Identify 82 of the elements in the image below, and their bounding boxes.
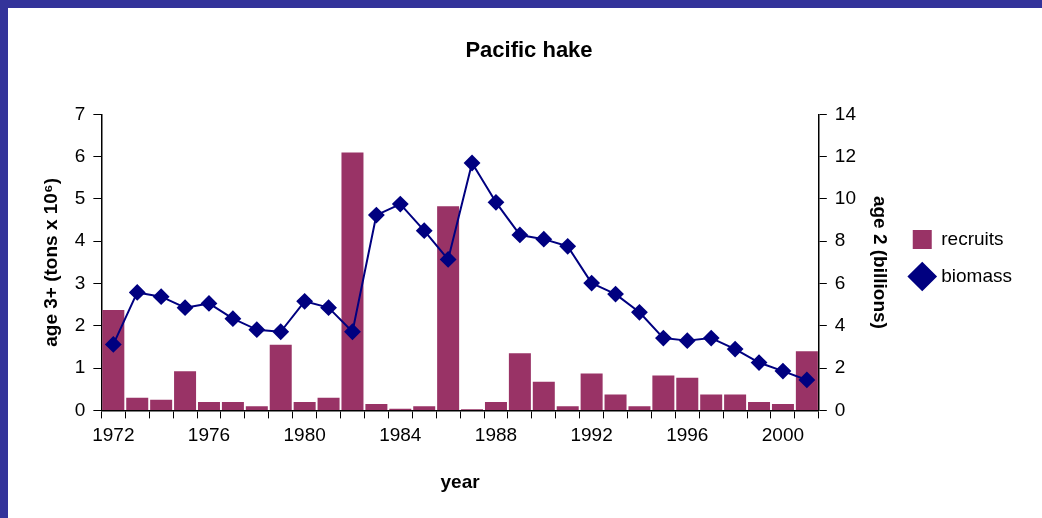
y2-tick-label: 14 (834, 102, 857, 124)
bar (556, 406, 579, 410)
point (631, 304, 648, 321)
point (727, 341, 744, 358)
point (272, 323, 289, 340)
point (320, 299, 337, 316)
point (440, 251, 457, 268)
bar (174, 371, 197, 410)
bar (126, 397, 149, 410)
bar (269, 344, 292, 410)
y-tick-label: 7 (74, 102, 86, 124)
y-axis-title: age 3+ (tons x 10⁶) (39, 178, 61, 347)
y2-tick-label: 4 (834, 314, 846, 336)
point (703, 330, 720, 347)
bar (197, 401, 220, 410)
point (751, 354, 768, 371)
y-tick-label: 3 (74, 271, 86, 293)
point (296, 293, 313, 310)
bar (437, 206, 460, 410)
point (679, 332, 696, 349)
point (607, 286, 624, 303)
y2-tick-label: 10 (834, 187, 856, 209)
bar (150, 399, 173, 410)
bar (724, 394, 747, 410)
y2-tick-label: 6 (834, 271, 846, 293)
legend-label: biomass (941, 264, 1012, 286)
y-tick-label: 5 (74, 187, 86, 209)
x-tick-label: 1992 (570, 424, 613, 446)
point (774, 363, 791, 380)
y2-tick-label: 8 (834, 229, 846, 251)
bar (245, 406, 268, 410)
y-tick-label: 4 (74, 229, 86, 251)
bar (293, 401, 316, 410)
bar (508, 353, 531, 410)
y2-tick-label: 12 (834, 144, 856, 166)
bar (365, 404, 388, 410)
x-axis-title: year (440, 470, 481, 492)
x-tick-label: 1980 (283, 424, 326, 446)
bar (484, 401, 507, 410)
y-tick-label: 6 (74, 144, 86, 166)
point (129, 284, 146, 301)
point (559, 238, 576, 255)
bar (532, 381, 555, 410)
y-tick-label: 1 (74, 356, 86, 378)
x-tick-label: 1976 (187, 424, 231, 446)
x-tick-label: 1996 (666, 424, 709, 446)
point (200, 295, 217, 312)
point (392, 196, 409, 213)
y-tick-label: 2 (74, 314, 86, 336)
point (248, 321, 265, 338)
y2-tick-label: 0 (834, 398, 846, 420)
bar (652, 375, 675, 410)
point (416, 222, 433, 239)
point (511, 226, 528, 243)
x-tick-label: 2000 (761, 424, 805, 446)
point (105, 336, 122, 353)
point (535, 231, 552, 248)
bar (676, 377, 699, 410)
point (368, 207, 385, 224)
legend-label: recruits (941, 227, 1004, 249)
point (224, 310, 241, 327)
bar (771, 404, 794, 410)
x-tick-label: 1972 (92, 424, 135, 446)
bar (580, 373, 603, 410)
bar (102, 309, 125, 410)
point (177, 299, 194, 316)
bar (700, 394, 723, 410)
point (655, 330, 672, 347)
x-tick-label: 1988 (474, 424, 518, 446)
chart-title: Pacific hake (465, 37, 593, 63)
bar (748, 401, 771, 410)
bar (221, 401, 244, 410)
point (344, 323, 361, 340)
point (583, 275, 600, 292)
point (487, 194, 504, 211)
y2-axis-title: age 2 (billions) (870, 195, 892, 329)
y2-tick-label: 2 (834, 356, 846, 378)
y-tick-label: 0 (74, 398, 86, 420)
x-tick-label: 1984 (379, 424, 422, 446)
point (153, 288, 170, 305)
point (464, 155, 481, 172)
bar (413, 406, 436, 410)
